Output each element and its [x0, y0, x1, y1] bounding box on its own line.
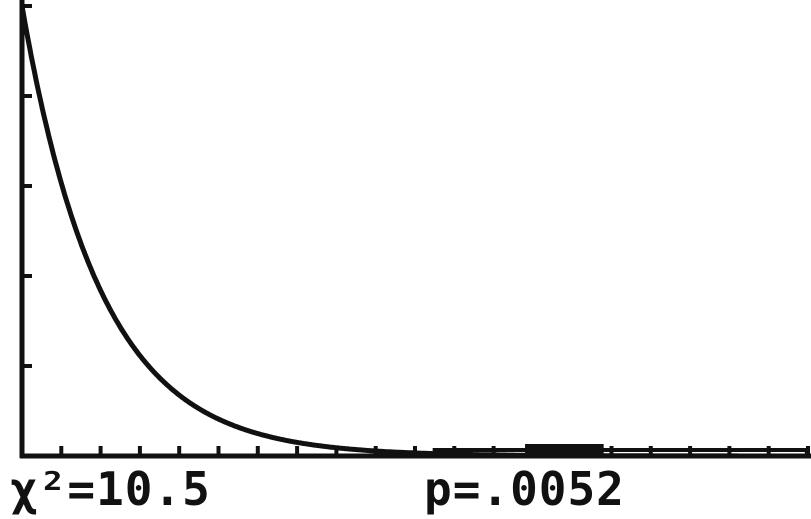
p-value-readout: p=.0052: [424, 462, 625, 516]
chi-square-statistic-readout: χ²=10.5: [10, 462, 211, 516]
density-curve: [19, 5, 808, 459]
chi-square-graph: [19, 0, 811, 459]
axes: [19, 0, 811, 459]
axis-ticks: [22, 4, 810, 456]
density-curve-group: [19, 5, 809, 459]
